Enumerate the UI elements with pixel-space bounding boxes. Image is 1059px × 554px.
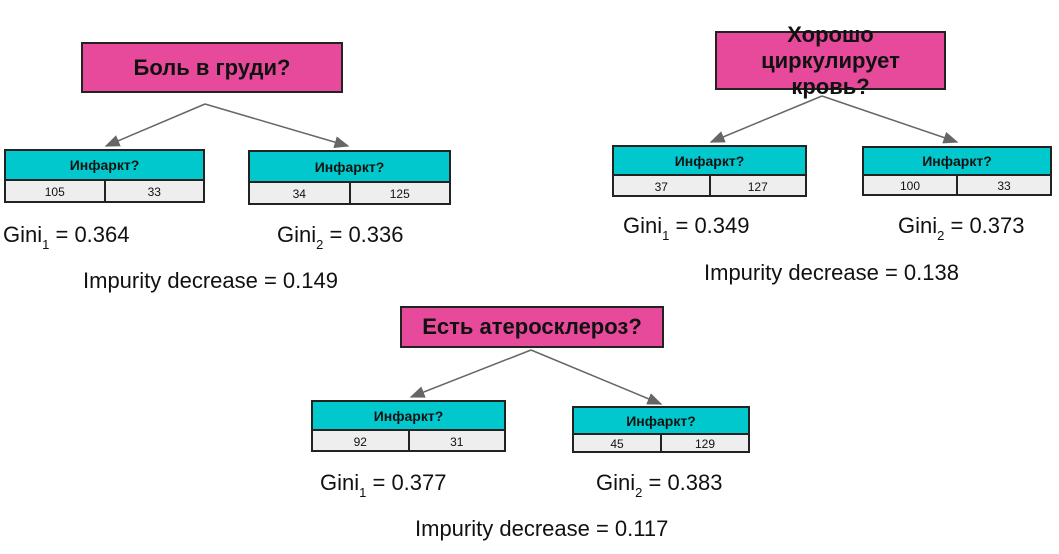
leaf-count-yes: 34 xyxy=(292,187,306,201)
leaf-header: Инфаркт? xyxy=(574,408,748,435)
tree3-question: Есть атеросклероз? xyxy=(400,306,664,348)
tree2-impurity-decrease: Impurity decrease = 0.138 xyxy=(704,260,959,285)
leaf-header: Инфаркт? xyxy=(864,148,1050,176)
tree1-gini-left: Gini1 = 0.364 xyxy=(3,222,130,252)
leaf-count-yes: 37 xyxy=(654,179,668,194)
leaf-count-no: 31 xyxy=(407,431,505,452)
tree3-arrow-left xyxy=(409,349,532,398)
tree3-left-leaf: Инфаркт? 92 31 xyxy=(311,400,506,452)
tree1-right-leaf: Инфаркт? 34 125 xyxy=(248,150,451,205)
tree1-impurity-decrease: Impurity decrease = 0.149 xyxy=(83,268,338,293)
tree1-gini-right: Gini2 = 0.336 xyxy=(277,222,404,252)
tree2-gini-left: Gini1 = 0.349 xyxy=(623,213,750,243)
tree3-gini-right: Gini2 = 0.383 xyxy=(596,470,723,500)
tree1-left-leaf: Инфаркт? 105 33 xyxy=(4,149,205,203)
leaf-count-yes: 45 xyxy=(610,437,624,451)
tree2-gini-right: Gini2 = 0.373 xyxy=(898,213,1025,243)
leaf-count-no: 129 xyxy=(660,435,748,453)
tree2-arrow-right xyxy=(821,95,959,144)
tree3-arrow-right xyxy=(530,349,663,405)
leaf-count-no: 33 xyxy=(103,181,204,203)
leaf-header: Инфаркт? xyxy=(313,402,504,431)
tree2-question: Хорошо циркулирует кровь? xyxy=(715,22,946,99)
leaf-count-yes: 92 xyxy=(353,434,367,449)
leaf-header: Инфаркт? xyxy=(6,151,203,181)
leaf-header: Инфаркт? xyxy=(250,152,449,183)
tree1-arrow-left xyxy=(104,103,206,147)
tree1-arrow-right xyxy=(204,103,350,148)
tree3-gini-left: Gini1 = 0.377 xyxy=(320,470,447,500)
tree3-impurity-decrease: Impurity decrease = 0.117 xyxy=(415,516,669,541)
leaf-header: Инфаркт? xyxy=(614,147,805,176)
leaf-count-no: 127 xyxy=(708,176,806,197)
tree3-right-leaf: Инфаркт? 45 129 xyxy=(572,406,750,453)
tree2-right-leaf: Инфаркт? 100 33 xyxy=(862,146,1052,196)
leaf-count-no: 33 xyxy=(956,176,1050,196)
tree2-arrow-left xyxy=(709,95,823,143)
leaf-count-yes: 105 xyxy=(44,185,65,199)
tree1-question: Боль в груди? xyxy=(81,42,343,93)
leaf-count-no: 125 xyxy=(348,183,450,205)
tree2-left-leaf: Инфаркт? 37 127 xyxy=(612,145,807,197)
leaf-count-yes: 100 xyxy=(899,179,921,193)
